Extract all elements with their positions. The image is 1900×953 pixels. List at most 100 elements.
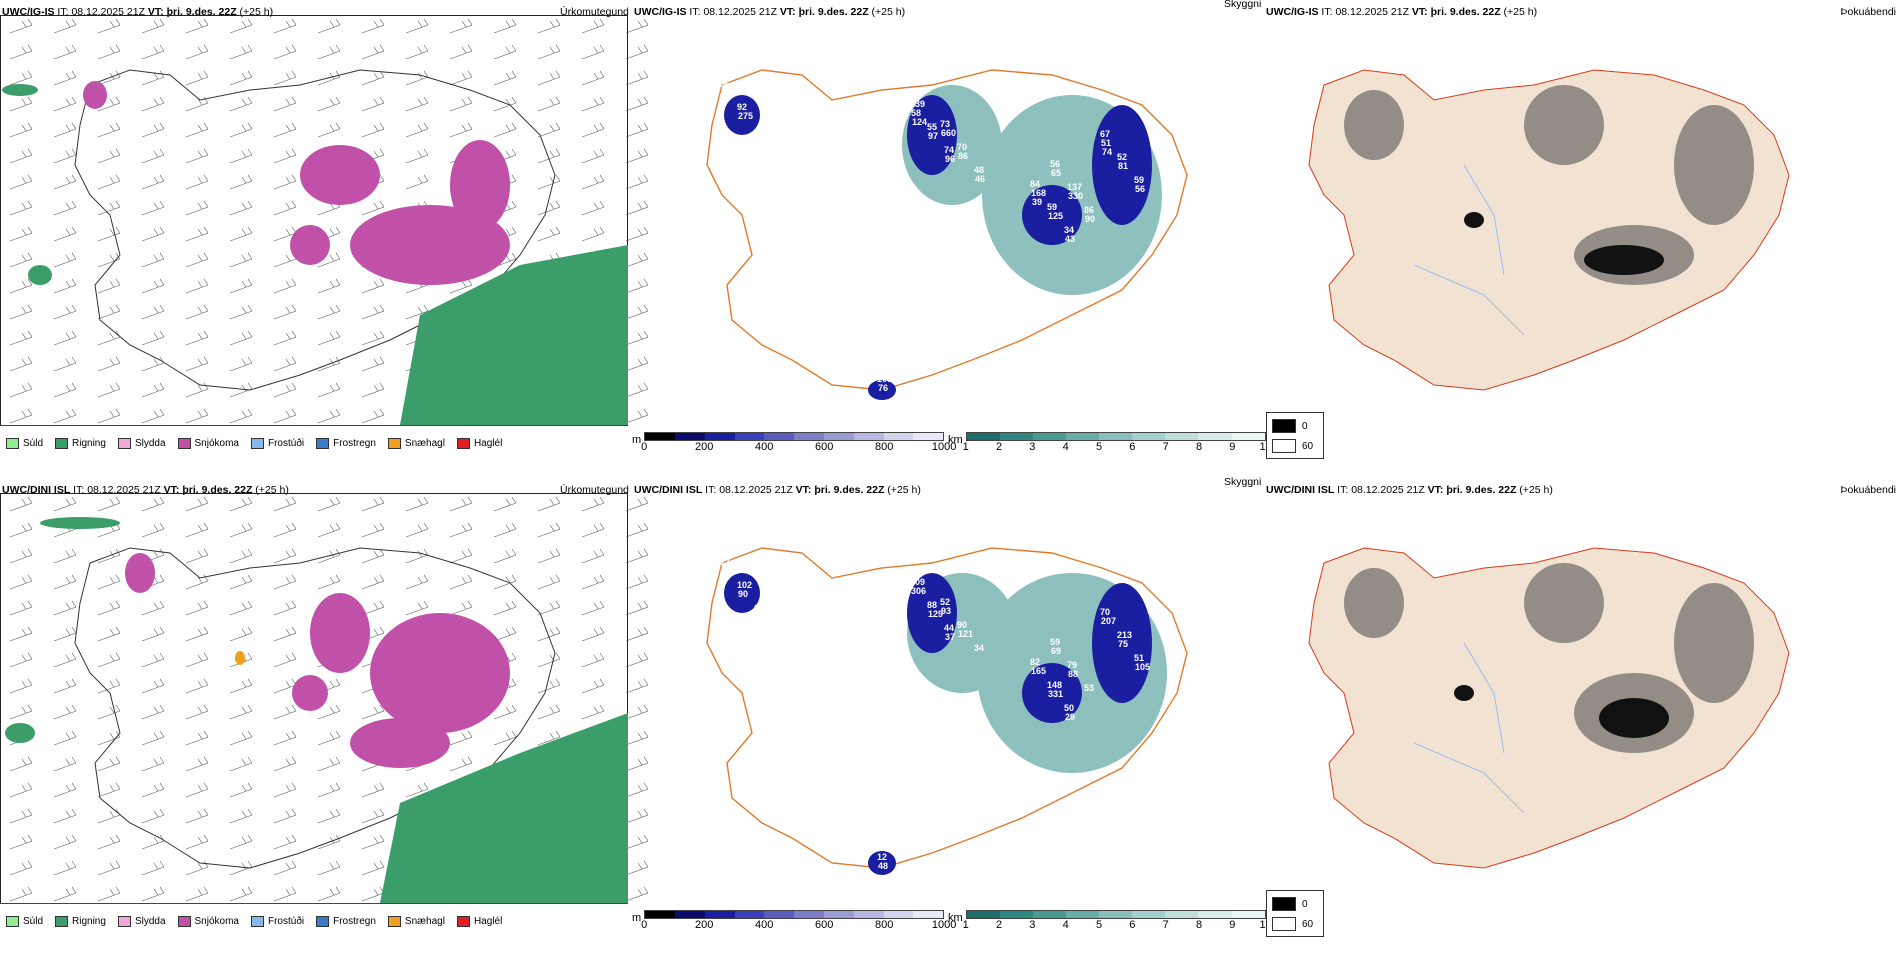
wind-barb [229,356,253,372]
wind-barb [9,382,33,398]
wind-barb [185,782,209,798]
wind-barb [141,44,165,60]
wind-barb [405,96,429,112]
wind-barb [449,730,473,746]
ceiling-value-label: 52 [940,597,950,607]
ceiling-value-label: 91 [894,875,904,885]
colorbar-tick: 4 [1062,919,1069,931]
wind-barb [449,574,473,590]
row-dini-isl: UWC/DINI ISL IT: 08.12.2025 21Z VT: þri.… [0,476,1900,953]
wind-barb [9,356,33,372]
colorbar-cell [1099,911,1133,918]
ceiling-value-label: 331 [1048,689,1063,699]
wind-barb [97,626,121,642]
ceiling-value-label: 61 [754,603,764,613]
wind-barb [185,626,209,642]
wind-barb [405,496,429,512]
wind-barb [317,278,341,294]
wind-barb [97,860,121,876]
wind-barb [625,652,649,668]
snow-areas [125,553,510,768]
wind-barb [273,756,297,772]
wind-barb [405,44,429,60]
wind-barb [581,122,605,138]
wind-barb [229,730,253,746]
ceiling-value-label: 125 [1048,211,1063,221]
wind-barb [141,496,165,512]
ceiling-value-label: 43 [1065,234,1075,244]
wind-barb [97,756,121,772]
wind-barb [9,834,33,850]
wind-barb [9,252,33,268]
ceiling-labels: 109 70 82 27 56 52 59 88 213 148 102 12 90 79 44 51 50 61… [720,557,1150,885]
visibility-map: 1396784965073565552599210570137745934484… [706,69,1188,416]
wind-barb [185,330,209,346]
wind-barb [229,122,253,138]
ceiling-value-label: 48 [974,165,984,175]
ceiling-value-label: 55 [927,122,937,132]
wind-barb [141,148,165,164]
wind-barb [625,600,649,616]
wind-barb [141,200,165,216]
wind-barb [625,252,649,268]
wind-barb [405,148,429,164]
legend-label: Haglél [473,437,503,449]
legend-swatch [55,437,69,449]
wind-barb [361,522,385,538]
wind-barb [97,330,121,346]
wind-barb [317,496,341,512]
wind-barb [449,96,473,112]
wind-barb [317,704,341,720]
colorbar-tick: 7 [1162,919,1169,931]
panel-title: UWC/DINI ISL IT: 08.12.2025 21Z VT: þri.… [634,484,921,496]
visibility-label: Skyggni [1224,0,1262,10]
precip-legend-item: Snjókoma [177,437,239,449]
ceiling-value-label: 109 [721,88,736,98]
wind-barb [185,496,209,512]
wind-barb [405,600,429,616]
wind-barb [581,148,605,164]
colorbar-tick: 6 [1129,441,1136,453]
wind-barb [53,252,77,268]
legend-label: Snjókoma [194,437,239,449]
wind-barb [493,44,517,60]
visibility-unit: km [948,912,963,924]
wind-barb [141,226,165,242]
wind-barb [581,652,605,668]
legend-label: Frostúði [267,915,305,927]
wind-barb [625,886,649,902]
wind-barb [537,704,561,720]
wind-barb [229,808,253,824]
colorbar-cell [1099,433,1133,440]
colorbar-cell [1132,433,1166,440]
legend-swatch [6,915,19,927]
wind-barb [185,356,209,372]
it-label: IT: [1321,6,1333,18]
wind-barb [317,356,341,372]
ceiling-value-label: 105 [1135,662,1150,672]
wind-barb [361,382,385,398]
wind-barb [9,304,33,320]
wind-barb [405,304,429,320]
wind-barb [229,408,253,424]
panel-title: UWC/IG-IS IT: 08.12.2025 21Z VT: þri. 9.… [1266,6,1537,18]
wind-barb [317,756,341,772]
wind-barb [273,574,297,590]
wind-barb [185,200,209,216]
ceiling-value-label: 137 [1067,182,1082,192]
wind-barb [581,548,605,564]
wind-barb [449,496,473,512]
wind-barb [361,200,385,216]
wind-barb [229,70,253,86]
ceiling-value-label: 56 [1135,184,1145,194]
wind-barb [141,122,165,138]
wind-barb [185,174,209,190]
wind-barb [625,70,649,86]
colorbar-cell [734,433,765,440]
fog-label: Þokuábendi [1840,6,1896,18]
wind-barb [229,18,253,34]
wind-barb [141,96,165,112]
legend-label: Snæhagl [404,915,445,927]
colorbar-cell [1032,433,1066,440]
it-label: IT: [73,484,85,496]
